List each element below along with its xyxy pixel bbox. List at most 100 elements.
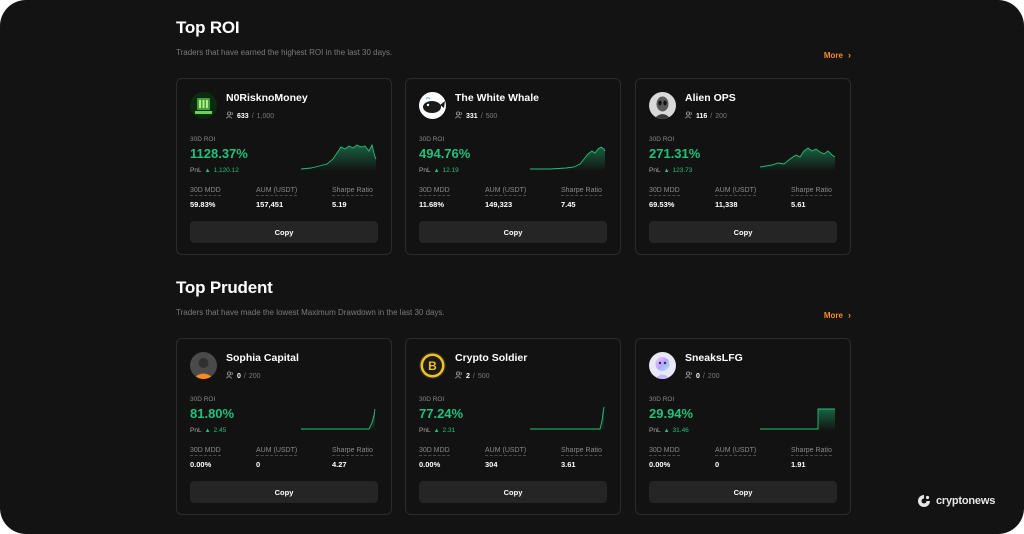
follower-count: 2/500 bbox=[455, 371, 490, 381]
sharpe-label: Sharpe Ratio bbox=[791, 447, 832, 456]
roi-sparkline-chart bbox=[530, 146, 606, 171]
copy-button[interactable]: Copy bbox=[419, 221, 607, 243]
mdd-label: 30D MDD bbox=[649, 447, 680, 456]
up-triangle-icon: ▲ bbox=[433, 167, 440, 174]
aum-stat: AUM (USDT) 0 bbox=[715, 447, 757, 469]
sharpe-stat: Sharpe Ratio 4.27 bbox=[332, 447, 373, 469]
chevron-right-icon: › bbox=[848, 50, 851, 60]
sparkline-area bbox=[760, 409, 835, 431]
trader-avatar[interactable] bbox=[190, 352, 217, 379]
sparkline-line bbox=[301, 143, 377, 170]
aum-label: AUM (USDT) bbox=[715, 447, 757, 456]
more-link[interactable]: More › bbox=[824, 310, 851, 320]
up-triangle-icon: ▲ bbox=[204, 167, 211, 174]
trader-name[interactable]: Alien OPS bbox=[685, 92, 736, 104]
users-icon bbox=[685, 371, 693, 381]
roi-value: 29.94% bbox=[649, 406, 694, 421]
trader-card: The White Whale 331/500 30D ROI 494.76% … bbox=[405, 78, 621, 255]
up-triangle-icon: ▲ bbox=[433, 427, 440, 434]
copy-button[interactable]: Copy bbox=[649, 481, 837, 503]
mdd-value: 11.68% bbox=[419, 200, 445, 209]
trader-card: N0RisknoMoney 633/1,000 30D ROI 1128.37%… bbox=[176, 78, 392, 255]
mdd-label: 30D MDD bbox=[419, 187, 450, 196]
top-prudent-section: Top Prudent Traders that have made the l… bbox=[176, 278, 851, 518]
svg-text:B: B bbox=[428, 359, 437, 373]
sharpe-stat: Sharpe Ratio 1.91 bbox=[791, 447, 832, 469]
pnl-value: 1,120.12 bbox=[213, 167, 239, 174]
sharpe-label: Sharpe Ratio bbox=[561, 447, 602, 456]
mdd-value: 0.00% bbox=[419, 460, 441, 469]
trader-card: Sophia Capital 0/200 30D ROI 81.80% PnL … bbox=[176, 338, 392, 515]
sparkline-line bbox=[530, 406, 605, 430]
trader-card: B Crypto Soldier 2/500 30D ROI 77.24% Pn… bbox=[405, 338, 621, 515]
mdd-label: 30D MDD bbox=[419, 447, 450, 456]
copy-button[interactable]: Copy bbox=[419, 481, 607, 503]
up-triangle-icon: ▲ bbox=[663, 167, 670, 174]
pnl-label: PnL bbox=[190, 427, 202, 434]
default-user-icon bbox=[190, 352, 217, 379]
aum-value: 304 bbox=[485, 460, 498, 469]
trader-avatar[interactable] bbox=[649, 352, 676, 379]
section-subtitle: Traders that have earned the highest ROI… bbox=[176, 48, 393, 57]
sparkline-line bbox=[760, 147, 836, 168]
sharpe-stat: Sharpe Ratio 5.19 bbox=[332, 187, 373, 209]
mdd-value: 0.00% bbox=[190, 460, 212, 469]
pnl-value: 12.19 bbox=[442, 167, 459, 174]
trader-name[interactable]: Sophia Capital bbox=[226, 352, 299, 364]
followers-max: 500 bbox=[485, 112, 498, 120]
roi-label: 30D ROI bbox=[419, 396, 445, 403]
pnl: PnL ▲ 12.19 bbox=[419, 167, 459, 174]
pnl-label: PnL bbox=[649, 167, 661, 174]
mdd-stat: 30D MDD 11.68% bbox=[419, 187, 450, 209]
followers-separator: / bbox=[243, 372, 246, 380]
sharpe-stat: Sharpe Ratio 3.61 bbox=[561, 447, 602, 469]
pnl-value: 2.31 bbox=[442, 427, 456, 434]
aum-stat: AUM (USDT) 149,323 bbox=[485, 187, 527, 209]
pnl: PnL ▲ 2.31 bbox=[419, 427, 455, 434]
trader-avatar[interactable] bbox=[419, 92, 446, 119]
users-icon bbox=[455, 111, 463, 121]
pnl-value: 31.46 bbox=[672, 427, 689, 434]
trader-card: Alien OPS 116/200 30D ROI 271.31% PnL ▲ … bbox=[635, 78, 851, 255]
aum-stat: AUM (USDT) 11,338 bbox=[715, 187, 757, 209]
aum-stat: AUM (USDT) 157,451 bbox=[256, 187, 298, 209]
more-link[interactable]: More › bbox=[824, 50, 851, 60]
trader-avatar[interactable]: B bbox=[419, 352, 446, 379]
followers-separator: / bbox=[251, 112, 254, 120]
roi-label: 30D ROI bbox=[419, 136, 445, 143]
sharpe-label: Sharpe Ratio bbox=[791, 187, 832, 196]
roi-sparkline-chart bbox=[530, 406, 605, 431]
trader-name[interactable]: Crypto Soldier bbox=[455, 352, 528, 364]
roi-value: 494.76% bbox=[419, 146, 471, 161]
alien-icon bbox=[649, 92, 676, 119]
aum-label: AUM (USDT) bbox=[485, 187, 527, 196]
roi-label: 30D ROI bbox=[190, 396, 216, 403]
trader-name[interactable]: SneaksLFG bbox=[685, 352, 743, 364]
users-icon bbox=[455, 371, 463, 381]
sparkline-area bbox=[760, 148, 835, 171]
aum-label: AUM (USDT) bbox=[485, 447, 527, 456]
followers-max: 200 bbox=[248, 372, 261, 380]
mdd-stat: 30D MDD 0.00% bbox=[419, 447, 450, 469]
follower-count: 633/1,000 bbox=[226, 111, 274, 121]
sparkline-area bbox=[301, 145, 376, 171]
followers-current: 633 bbox=[237, 112, 249, 120]
trader-avatar[interactable] bbox=[649, 92, 676, 119]
copy-button[interactable]: Copy bbox=[190, 221, 378, 243]
pnl-label: PnL bbox=[190, 167, 202, 174]
trader-name[interactable]: N0RisknoMoney bbox=[226, 92, 308, 104]
trader-avatar[interactable] bbox=[190, 92, 217, 119]
mdd-label: 30D MDD bbox=[190, 447, 221, 456]
up-triangle-icon: ▲ bbox=[204, 427, 211, 434]
copy-button[interactable]: Copy bbox=[190, 481, 378, 503]
pnl-label: PnL bbox=[649, 427, 661, 434]
followers-max: 500 bbox=[477, 372, 490, 380]
pnl-label: PnL bbox=[419, 167, 431, 174]
sparkline-area bbox=[530, 407, 604, 431]
copy-button[interactable]: Copy bbox=[649, 221, 837, 243]
sparkline-area bbox=[530, 147, 605, 171]
trader-name[interactable]: The White Whale bbox=[455, 92, 539, 104]
brand-name: cryptonews bbox=[936, 495, 996, 507]
more-label: More bbox=[823, 51, 843, 60]
